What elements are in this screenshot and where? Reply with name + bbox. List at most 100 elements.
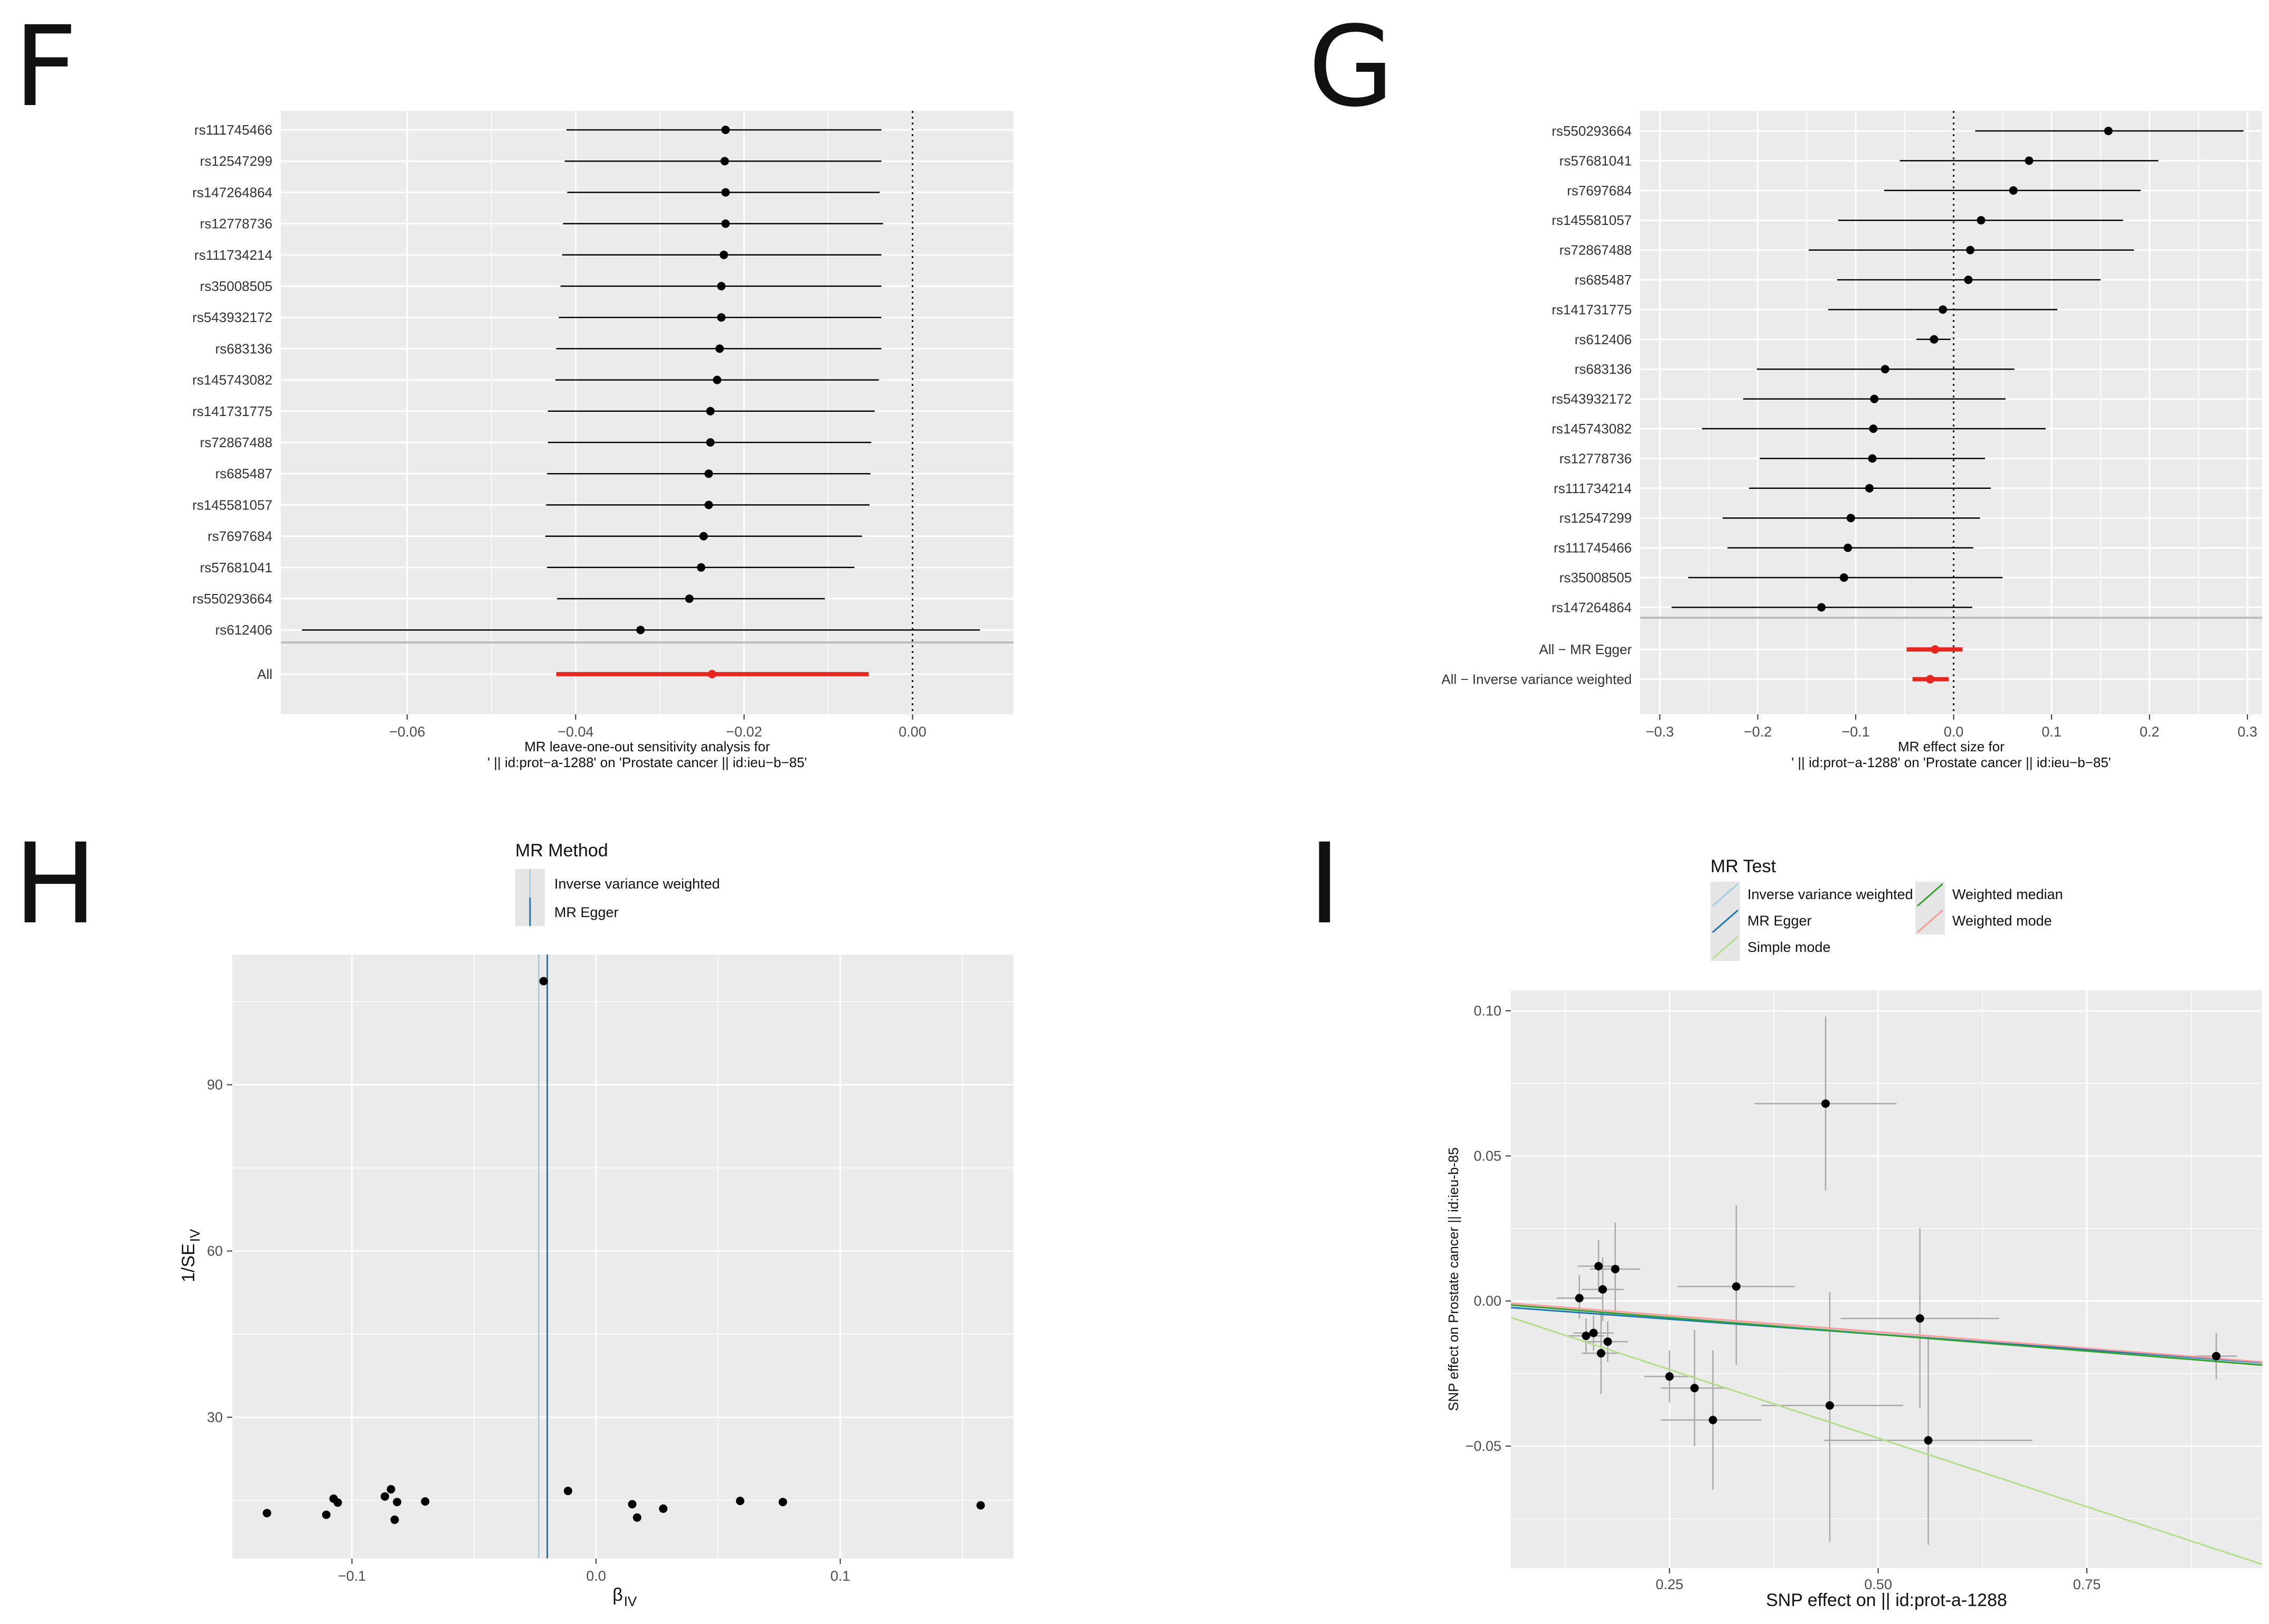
estimate-point bbox=[1869, 424, 1878, 433]
estimate-point bbox=[720, 250, 729, 259]
estimate-point bbox=[1964, 276, 1973, 284]
snp-label: rs543932172 bbox=[1552, 391, 1632, 407]
legend-key-line bbox=[1917, 883, 1943, 907]
snp-label: rs147264864 bbox=[1552, 599, 1632, 615]
snp-label: rs612406 bbox=[215, 622, 272, 638]
estimate-point bbox=[1939, 305, 1947, 314]
x-axis-title: MR effect size for bbox=[1898, 739, 2005, 754]
legend-key-line bbox=[1917, 909, 1943, 933]
x-tick-label: 0.0 bbox=[1944, 724, 1964, 740]
legend: MR Method Inverse variance weighted MR Egg… bbox=[515, 841, 720, 926]
estimate-point bbox=[1843, 543, 1852, 552]
legend-label: Weighted median bbox=[1952, 886, 2063, 902]
panel-label-h: H bbox=[14, 819, 97, 949]
x-tick-label: −0.3 bbox=[1646, 724, 1674, 740]
legend-label: Inverse variance weighted bbox=[554, 876, 720, 892]
snp-label: rs35008505 bbox=[1559, 570, 1632, 586]
snp-label: rs683136 bbox=[215, 341, 272, 356]
snp-label: rs685487 bbox=[215, 466, 272, 481]
estimate-point bbox=[706, 407, 715, 416]
snp-label: rs12778736 bbox=[1559, 450, 1632, 466]
estimate-point bbox=[715, 344, 724, 353]
snp-point bbox=[1690, 1384, 1699, 1393]
x-tick-label: −0.1 bbox=[338, 1568, 366, 1584]
plot-panel bbox=[1640, 111, 2262, 714]
snp-point bbox=[1596, 1349, 1605, 1358]
x-tick-label: 0.1 bbox=[830, 1568, 850, 1584]
snp-point bbox=[976, 1501, 985, 1510]
snp-label: rs72867488 bbox=[1559, 242, 1632, 258]
x-axis-title: β bbox=[612, 1585, 623, 1605]
estimate-point bbox=[721, 126, 730, 134]
legend-key-line bbox=[1712, 883, 1738, 907]
plot-panel bbox=[1511, 990, 2262, 1568]
y-tick-label: −0.05 bbox=[1466, 1438, 1501, 1454]
x-tick-label: 0.2 bbox=[2140, 724, 2160, 740]
snp-label: rs57681041 bbox=[200, 560, 272, 575]
x-axis-subtitle: ' || id:prot−a-1288' on 'Prostate cancer… bbox=[487, 754, 807, 770]
snp-point bbox=[1594, 1262, 1603, 1271]
y-axis-title: SNP effect on Prostate cancer || id:ieu-… bbox=[1445, 1147, 1461, 1411]
estimate-point bbox=[697, 563, 706, 572]
estimate-point bbox=[1846, 514, 1855, 523]
snp-label: rs111734214 bbox=[194, 247, 272, 263]
snp-label: rs12778736 bbox=[200, 216, 272, 232]
snp-label: rs111734214 bbox=[1554, 480, 1632, 496]
estimate-point bbox=[1868, 454, 1877, 463]
legend-label: Weighted mode bbox=[1952, 913, 2052, 929]
plot-panel bbox=[281, 111, 1014, 714]
y-tick-label: 90 bbox=[207, 1077, 223, 1093]
summary-point bbox=[707, 669, 716, 678]
snp-label: rs111745466 bbox=[1554, 540, 1632, 556]
snp-label: rs145581057 bbox=[1552, 212, 1632, 228]
y-tick-label: 0.00 bbox=[1473, 1293, 1501, 1309]
x-tick-label: −0.06 bbox=[389, 724, 425, 740]
estimate-point bbox=[717, 313, 726, 322]
x-tick-label: −0.02 bbox=[726, 724, 762, 740]
x-axis-title: SNP effect on || id:prot-a-1288 bbox=[1766, 1590, 2007, 1610]
snp-point bbox=[1611, 1264, 1620, 1273]
snp-point bbox=[632, 1513, 641, 1522]
snp-label: rs12547299 bbox=[200, 153, 272, 169]
snp-label: rs612406 bbox=[1575, 332, 1632, 347]
snp-point bbox=[1825, 1401, 1834, 1410]
estimate-point bbox=[1930, 335, 1939, 344]
snp-point bbox=[2212, 1352, 2221, 1361]
summary-point bbox=[1926, 675, 1935, 684]
estimate-point bbox=[720, 157, 729, 166]
estimate-point bbox=[685, 594, 694, 603]
snp-label: rs111745466 bbox=[194, 122, 272, 138]
y-tick-label: 30 bbox=[207, 1409, 223, 1425]
y-axis-title-subscript: IV bbox=[187, 1229, 203, 1242]
x-tick-label: 0.75 bbox=[2073, 1576, 2101, 1592]
snp-point bbox=[1665, 1372, 1674, 1381]
snp-point bbox=[1915, 1314, 1924, 1323]
estimate-point bbox=[636, 626, 645, 635]
snp-label: rs145743082 bbox=[1552, 421, 1632, 437]
snp-label: rs141731775 bbox=[192, 403, 272, 419]
regression-line bbox=[1511, 1304, 2262, 1366]
legend-label: Simple mode bbox=[1747, 939, 1831, 955]
legend-title: MR Method bbox=[515, 841, 608, 861]
snp-label: rs57681041 bbox=[1559, 153, 1632, 168]
plot-panel bbox=[232, 955, 1014, 1559]
estimate-point bbox=[699, 532, 708, 541]
x-tick-label: −0.1 bbox=[1841, 724, 1869, 740]
snp-point bbox=[1924, 1436, 1933, 1445]
y-tick-label: 0.10 bbox=[1473, 1003, 1501, 1018]
snp-point bbox=[659, 1504, 668, 1513]
forest-plot-f: −0.06 −0.04 −0.02 0.00 rs111745466 rs12547299… bbox=[192, 111, 1014, 770]
legend-label: MR Egger bbox=[1747, 913, 1812, 929]
panel-label-f: F bbox=[14, 2, 78, 131]
estimate-point bbox=[1966, 246, 1975, 254]
summary-label: All − MR Egger bbox=[1539, 641, 1632, 657]
x-tick-label: 0.25 bbox=[1656, 1576, 1684, 1592]
snp-label: rs35008505 bbox=[200, 278, 272, 294]
snp-label: rs683136 bbox=[1575, 361, 1632, 377]
x-axis-title-subscript: IV bbox=[624, 1593, 637, 1609]
snp-point bbox=[1589, 1328, 1598, 1337]
estimate-point bbox=[1977, 216, 1986, 225]
x-tick-label: 0.50 bbox=[1864, 1576, 1892, 1592]
